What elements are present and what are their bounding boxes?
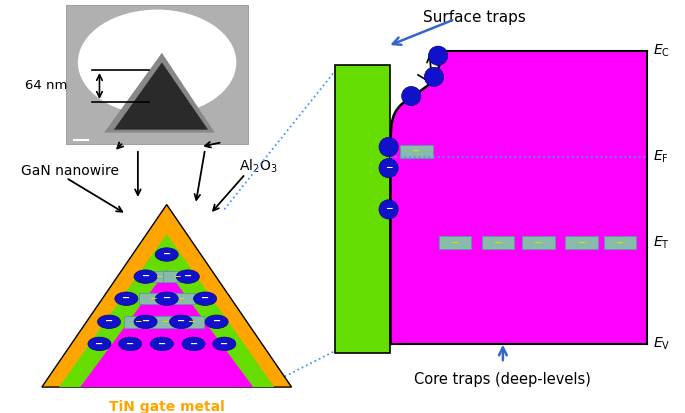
- Bar: [168, 293, 195, 304]
- Polygon shape: [114, 62, 208, 130]
- Bar: [163, 271, 190, 282]
- Polygon shape: [59, 234, 274, 387]
- Circle shape: [429, 46, 448, 65]
- Text: −: −: [451, 237, 459, 247]
- Polygon shape: [42, 204, 292, 387]
- Bar: [335, 65, 390, 354]
- Text: −: −: [221, 338, 228, 349]
- Polygon shape: [390, 51, 647, 344]
- Text: Surface traps: Surface traps: [423, 10, 525, 25]
- Text: Al$_2$O$_3$: Al$_2$O$_3$: [239, 157, 277, 175]
- Text: −: −: [534, 237, 543, 247]
- Text: −: −: [184, 271, 192, 281]
- Bar: [151, 316, 178, 328]
- Text: −: −: [412, 146, 421, 156]
- Text: −: −: [177, 294, 185, 303]
- Text: −: −: [142, 316, 149, 326]
- Circle shape: [379, 138, 398, 157]
- Text: $E_\mathrm{F}$: $E_\mathrm{F}$: [653, 148, 669, 165]
- Ellipse shape: [88, 337, 111, 351]
- Bar: [146, 271, 173, 282]
- Text: −: −: [162, 249, 171, 259]
- Text: −: −: [173, 272, 180, 281]
- Text: −: −: [162, 293, 171, 303]
- Text: −: −: [190, 338, 198, 349]
- Text: −: −: [158, 338, 166, 349]
- Ellipse shape: [119, 337, 142, 351]
- Ellipse shape: [134, 270, 157, 283]
- Text: TiN gate metal: TiN gate metal: [109, 399, 225, 413]
- Circle shape: [379, 159, 398, 178]
- Ellipse shape: [115, 292, 138, 306]
- Text: −: −: [126, 338, 134, 349]
- Bar: [438, 236, 471, 249]
- Text: $E_\mathrm{C}$: $E_\mathrm{C}$: [653, 43, 670, 59]
- Polygon shape: [80, 270, 253, 387]
- Bar: [125, 316, 151, 328]
- Text: GaN nanowire: GaN nanowire: [496, 265, 606, 279]
- Text: −: −: [616, 237, 624, 247]
- Ellipse shape: [134, 315, 157, 328]
- Ellipse shape: [213, 337, 236, 351]
- Text: −: −: [577, 237, 586, 247]
- Text: −: −: [212, 316, 221, 326]
- Text: $E_\mathrm{V}$: $E_\mathrm{V}$: [653, 336, 670, 352]
- Ellipse shape: [182, 337, 205, 351]
- Text: GaN nanowire: GaN nanowire: [21, 164, 119, 178]
- Text: −: −: [177, 316, 185, 326]
- Text: −: −: [155, 272, 163, 281]
- Text: −: −: [123, 293, 130, 303]
- Ellipse shape: [170, 315, 192, 328]
- Text: −: −: [134, 317, 142, 326]
- Ellipse shape: [176, 270, 199, 283]
- Text: −: −: [105, 316, 113, 326]
- Text: −: −: [142, 271, 149, 281]
- Text: $E_\mathrm{T}$: $E_\mathrm{T}$: [653, 235, 669, 251]
- Polygon shape: [104, 53, 214, 133]
- Text: −: −: [494, 237, 502, 247]
- Text: −: −: [187, 317, 195, 326]
- Circle shape: [425, 67, 444, 86]
- Text: −: −: [95, 338, 103, 349]
- Text: −: −: [201, 293, 209, 303]
- Text: −: −: [161, 317, 169, 326]
- Bar: [603, 236, 636, 249]
- Bar: [66, 5, 249, 144]
- Text: Core traps (deep-levels): Core traps (deep-levels): [414, 372, 591, 387]
- Ellipse shape: [155, 248, 178, 261]
- Ellipse shape: [155, 292, 178, 306]
- Ellipse shape: [78, 9, 236, 115]
- Bar: [400, 145, 433, 157]
- Ellipse shape: [151, 337, 173, 351]
- Ellipse shape: [97, 315, 121, 328]
- Ellipse shape: [205, 315, 228, 328]
- Bar: [139, 293, 166, 304]
- Circle shape: [379, 200, 398, 219]
- Text: −: −: [149, 294, 156, 303]
- Text: 64 nm: 64 nm: [25, 79, 68, 93]
- Text: −: −: [385, 204, 393, 214]
- Text: Al$_2$O$_3$: Al$_2$O$_3$: [343, 230, 382, 247]
- Ellipse shape: [194, 292, 216, 306]
- Bar: [565, 236, 598, 249]
- Bar: [177, 316, 204, 328]
- Bar: [482, 236, 514, 249]
- Bar: [522, 236, 555, 249]
- Text: −: −: [385, 163, 393, 172]
- Circle shape: [401, 86, 421, 106]
